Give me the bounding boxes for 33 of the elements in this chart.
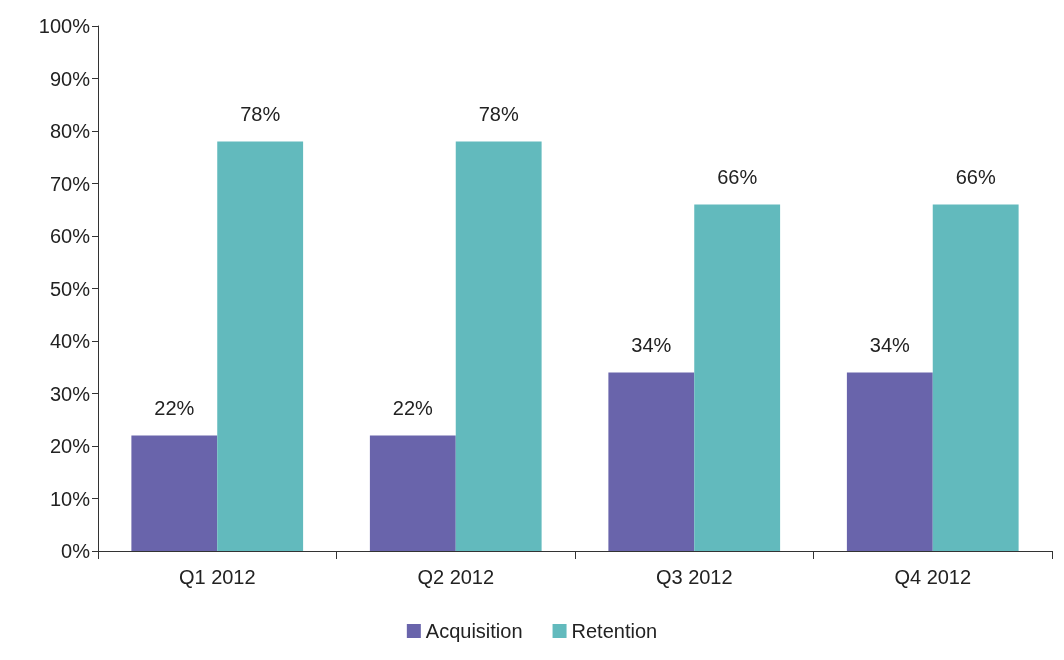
y-tick-label: 100% [38,15,91,37]
x-tick-label: Q4 2012 [894,566,972,588]
data-label: 22% [154,396,195,419]
data-label: 34% [631,333,672,356]
bar [608,372,695,551]
data-label: 66% [717,165,758,188]
bar [131,435,218,551]
legend-label: Acquisition [425,620,523,642]
data-label: 78% [240,102,281,125]
data-label: 78% [478,102,519,125]
bar [694,204,781,551]
y-tick-label: 20% [49,435,91,457]
bar [846,372,933,551]
bar [455,141,542,551]
x-tick-label: Q2 2012 [417,566,495,588]
y-tick-label: 10% [49,487,91,510]
x-tick-label: Q3 2012 [655,566,733,588]
bar [217,141,304,551]
data-label: 34% [869,333,911,356]
bar [932,204,1019,551]
y-tick-label: 30% [49,382,91,405]
y-tick-label: 60% [49,225,91,247]
y-tick-label: 80% [49,120,91,142]
y-tick-label: 50% [49,277,91,300]
data-label: 22% [392,396,434,419]
x-tick-label: Q1 2012 [178,566,256,588]
data-label: 66% [955,165,996,188]
y-tick-label: 40% [49,330,91,352]
bar [369,435,456,551]
y-tick-label: 90% [49,67,91,90]
y-tick-label: 0% [61,540,91,562]
y-tick-label: 70% [49,172,91,195]
legend-label: Retention [571,620,658,642]
